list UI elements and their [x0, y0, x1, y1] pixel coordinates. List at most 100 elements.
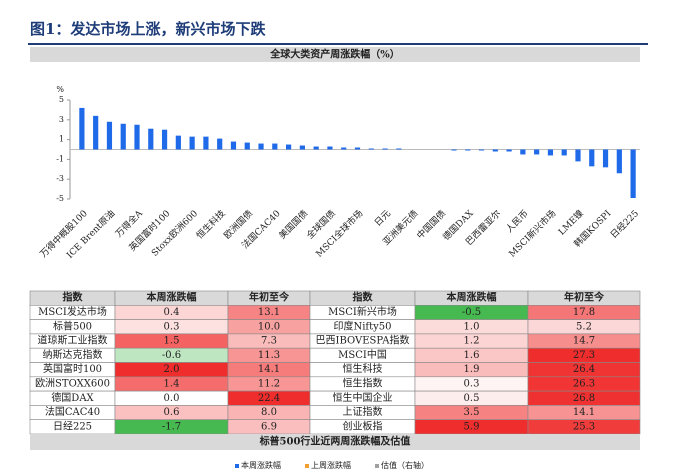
x-tick-label: ICE Brent原油 [64, 207, 117, 260]
x-tick-label: 日元 [372, 208, 393, 229]
cell-text: 1.4 [164, 378, 180, 389]
cell-text: -0.5 [462, 307, 481, 318]
bar [478, 149, 485, 151]
cell-text: 德国DAX [51, 391, 94, 404]
cell-text: 印度Nifty50 [333, 319, 391, 332]
bar [451, 149, 457, 151]
cell-text: MSCI发达市场 [38, 305, 107, 318]
legend-swatch [235, 464, 239, 468]
bar [203, 136, 209, 150]
bar [189, 136, 195, 150]
cell-text: 17.8 [573, 307, 595, 318]
table-footer-text: 标普500行业近两周涨跌幅及估值 [259, 435, 411, 448]
bar [327, 146, 333, 150]
page-title: 图1：发达市场上涨，新兴市场下跌 [30, 20, 266, 38]
header-text: 本周涨跌幅 [147, 291, 197, 304]
legend-swatch [375, 464, 379, 468]
cell-text: MSCI中国 [338, 348, 387, 361]
bar [106, 121, 113, 150]
cell-text: 26.8 [573, 393, 595, 404]
x-tick-label: 人民币 [504, 208, 531, 235]
x-tick-label: MSCI新兴市场 [506, 207, 558, 259]
bar [354, 147, 361, 150]
header-text: 年初至今 [249, 291, 290, 304]
bar [534, 149, 540, 155]
cell-text: 7.3 [261, 336, 277, 347]
cell-text: 8.0 [261, 407, 277, 418]
bar [396, 148, 402, 150]
cell-text: 上证指数 [343, 405, 383, 418]
bar [93, 115, 99, 150]
cell-text: 法国CAC40 [45, 405, 100, 418]
x-tick-label: 万得中概股100 [37, 207, 90, 260]
cell-text: 22.4 [258, 393, 280, 404]
cell-text: 日经225 [53, 419, 92, 432]
cell-text: 巴西IBOVESPA指数 [316, 334, 410, 347]
table-footer [30, 434, 640, 450]
y-tick-label: -5 [56, 194, 64, 203]
cell-text: 0.5 [464, 393, 480, 404]
cell-text: 0.4 [164, 307, 180, 318]
x-tick-label: MSCI全球市场 [313, 207, 365, 259]
cell-text: 恒生指数 [343, 376, 383, 389]
bar [492, 149, 498, 152]
cell-text: 13.1 [258, 307, 280, 318]
cell-text: 14.7 [573, 336, 595, 347]
y-tick-label: 1 [59, 135, 64, 144]
bar [230, 141, 237, 150]
cell-text: 14.1 [573, 407, 595, 418]
legend-label: 估值（右轴） [381, 460, 429, 470]
cell-text: 标普500 [53, 319, 92, 332]
cell-text: 1.9 [464, 364, 480, 375]
bar [561, 149, 567, 156]
bar [175, 135, 181, 150]
legend-label: 本周涨跌幅 [241, 460, 281, 470]
y-tick-label: 3 [59, 115, 64, 124]
y-tick-label: -3 [56, 174, 64, 183]
cell-text: 6.9 [261, 421, 277, 432]
cell-text: 0.3 [164, 321, 180, 332]
bar [79, 107, 85, 150]
cell-text: 5.2 [576, 321, 592, 332]
x-tick-label: 日经225 [608, 207, 642, 241]
bar [244, 142, 250, 150]
bar [217, 138, 223, 150]
cell-text: 恒生科技 [343, 362, 383, 375]
header-text: 本周涨跌幅 [447, 291, 497, 304]
bar [299, 145, 305, 150]
bar [520, 149, 526, 155]
cell-text: MSCI新兴市场 [328, 305, 397, 318]
bar [368, 148, 374, 150]
bar [382, 148, 388, 150]
cell-text: 26.3 [573, 378, 595, 389]
cell-text: 1.6 [464, 350, 480, 361]
cell-text: 3.5 [464, 407, 480, 418]
cell-text: 创业板指 [343, 419, 383, 432]
bar [258, 143, 264, 150]
cell-text: 道琼斯工业指数 [38, 334, 108, 347]
cell-text: 10.0 [258, 321, 280, 332]
bar [602, 149, 609, 168]
x-tick-label: 美国国债 [276, 207, 310, 241]
cell-text: 14.1 [258, 364, 280, 375]
cell-text: 英国富时100 [43, 362, 102, 375]
cell-text: 25.3 [573, 421, 595, 432]
bar [616, 149, 622, 174]
bar [341, 147, 347, 150]
cell-text: 26.4 [573, 364, 595, 375]
bar [465, 149, 471, 151]
cell-text: -1.7 [162, 421, 181, 432]
cell-text: 2.0 [164, 364, 180, 375]
header-text: 年初至今 [564, 291, 605, 304]
y-tick-label: -1 [56, 154, 64, 163]
cell-text: 1.5 [164, 336, 180, 347]
cell-text: 11.2 [258, 378, 280, 389]
bar [506, 149, 512, 152]
y-unit: % [56, 85, 64, 94]
cell-text: 恒生中国企业 [333, 391, 393, 404]
header-text: 指数 [63, 291, 84, 304]
cell-text: -0.6 [162, 350, 181, 361]
cell-text: 11.3 [258, 350, 280, 361]
cell-text: 0.6 [164, 407, 180, 418]
